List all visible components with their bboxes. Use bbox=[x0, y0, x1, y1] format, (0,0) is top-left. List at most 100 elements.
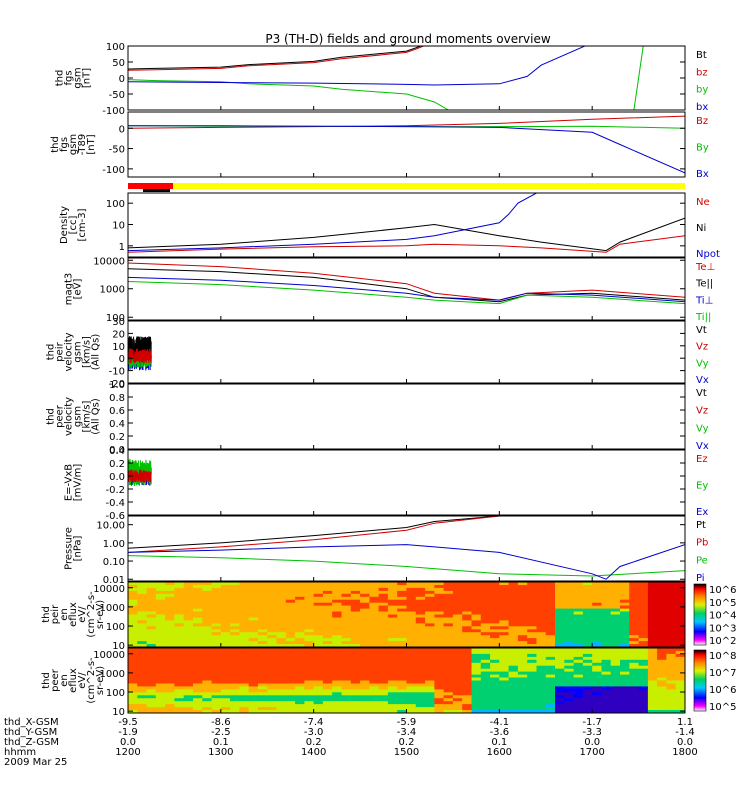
spectrogram-cell bbox=[452, 623, 463, 627]
spectrogram-cell bbox=[406, 683, 417, 688]
spectrogram-cell bbox=[230, 686, 240, 690]
spectrogram-cell bbox=[601, 623, 612, 627]
spectrogram-cell bbox=[657, 605, 667, 610]
spectrogram-cell bbox=[425, 623, 435, 627]
spectrogram-cell bbox=[137, 644, 148, 647]
spectrogram-cell bbox=[517, 651, 528, 655]
spectrogram-cell bbox=[239, 593, 250, 598]
spectrogram-cell bbox=[592, 704, 603, 708]
spectrogram-cell bbox=[517, 677, 528, 682]
spectrogram-cell bbox=[452, 638, 463, 642]
spectrogram-cell bbox=[555, 611, 565, 616]
spectrogram-cell bbox=[610, 653, 621, 658]
spectrogram-cell bbox=[610, 614, 621, 619]
spectrogram-cell bbox=[545, 698, 556, 702]
spectrogram-cell bbox=[304, 648, 315, 652]
spectrogram-cell bbox=[592, 651, 603, 655]
spectrogram-cell bbox=[248, 620, 259, 624]
spectrogram-cell bbox=[341, 605, 352, 610]
spectrogram-cell bbox=[601, 698, 612, 702]
legend-entry: Pt bbox=[696, 520, 706, 531]
spectrogram-cell bbox=[341, 608, 352, 613]
spectrogram-cell bbox=[369, 698, 380, 702]
spectrogram-cell bbox=[248, 653, 259, 658]
spectrogram-cell bbox=[620, 644, 630, 647]
spectrogram-cell bbox=[276, 680, 287, 685]
spectrogram-cell bbox=[434, 692, 445, 696]
spectrogram-cell bbox=[629, 590, 640, 595]
spectrogram-cell bbox=[490, 698, 500, 702]
spectrogram-cell bbox=[146, 635, 157, 639]
spectrogram-cell bbox=[647, 635, 658, 639]
spectrogram-cell bbox=[638, 656, 649, 661]
spectrogram-cell bbox=[322, 701, 333, 705]
spectrogram-cell bbox=[471, 626, 482, 630]
spectrogram-cell bbox=[666, 668, 677, 673]
spectrogram-cell bbox=[545, 659, 556, 664]
spectrogram-cell bbox=[406, 593, 417, 598]
spectrogram-cell bbox=[267, 590, 278, 595]
spectrogram-cell bbox=[499, 585, 510, 589]
spectrogram-cell bbox=[610, 620, 621, 624]
spectrogram-cell bbox=[211, 596, 222, 601]
spectrogram-cell bbox=[434, 698, 445, 702]
spectrogram-cell bbox=[490, 668, 500, 673]
spectrogram-cell bbox=[369, 614, 380, 619]
spectrogram-cell bbox=[137, 683, 148, 688]
spectrogram-cell bbox=[675, 585, 685, 589]
spectrogram-cell bbox=[573, 620, 584, 624]
spectrogram-cell bbox=[657, 608, 667, 613]
y-tick-label: 1.0 bbox=[109, 380, 125, 391]
spectrogram-cell bbox=[285, 590, 296, 595]
legend-entry: Ex bbox=[696, 507, 708, 518]
spectrogram-cell bbox=[620, 665, 630, 670]
spectrogram-cell bbox=[248, 689, 259, 693]
spectrogram-cell bbox=[332, 641, 343, 645]
spectrogram-cell bbox=[499, 659, 510, 664]
spectrogram-cell bbox=[434, 623, 445, 627]
spectrogram-cell bbox=[675, 653, 685, 658]
spectrogram-cell bbox=[406, 668, 417, 673]
spectrogram-cell bbox=[527, 623, 538, 627]
spectrogram-cell bbox=[248, 632, 259, 636]
panel-frame bbox=[127, 383, 686, 450]
spectrogram-cell bbox=[322, 674, 333, 679]
spectrogram-cell bbox=[276, 614, 287, 619]
spectrogram-cell bbox=[258, 698, 268, 702]
spectrogram-cell bbox=[666, 585, 677, 589]
spectrogram-cell bbox=[517, 596, 528, 601]
spectrogram-cell bbox=[443, 593, 454, 598]
spectrogram-cell bbox=[471, 629, 482, 633]
spectrogram-cell bbox=[499, 596, 510, 601]
spectrogram-cell bbox=[527, 632, 538, 636]
spectrogram-cell bbox=[499, 611, 510, 616]
spectrogram-cell bbox=[360, 704, 370, 708]
spectrogram-cell bbox=[601, 707, 612, 711]
spectrogram-cell bbox=[555, 602, 565, 607]
spectrogram-cell bbox=[443, 632, 454, 636]
spectrogram-cell bbox=[425, 689, 435, 693]
spectrogram-cell bbox=[276, 617, 287, 622]
spectrogram-cell bbox=[415, 590, 426, 595]
spectrogram-cell bbox=[174, 689, 185, 693]
spectrogram-cell bbox=[220, 585, 231, 589]
y-axis-label: thdpeervelocitygsm[km/s](All Qs) bbox=[46, 397, 102, 436]
spectrogram-cell bbox=[239, 680, 250, 685]
spectrogram-cell bbox=[155, 587, 166, 592]
spectrogram-cell bbox=[211, 683, 222, 688]
spectrogram-cell bbox=[137, 662, 148, 667]
spectrogram-cell bbox=[258, 653, 268, 658]
spectrogram-cell bbox=[545, 662, 556, 667]
spectrogram-cell bbox=[592, 602, 603, 607]
spectrogram-cell bbox=[508, 596, 519, 601]
spectrogram-cell bbox=[174, 710, 185, 713]
spectrogram-cell bbox=[582, 617, 593, 622]
spectrogram-cell bbox=[220, 710, 231, 713]
spectrogram-cell bbox=[211, 710, 222, 713]
spectrogram-cell bbox=[601, 648, 612, 652]
spectrogram-cell bbox=[313, 662, 324, 667]
spectrogram-cell bbox=[610, 680, 621, 685]
spectrogram-cell bbox=[647, 626, 658, 630]
spectrogram-cell bbox=[239, 683, 250, 688]
